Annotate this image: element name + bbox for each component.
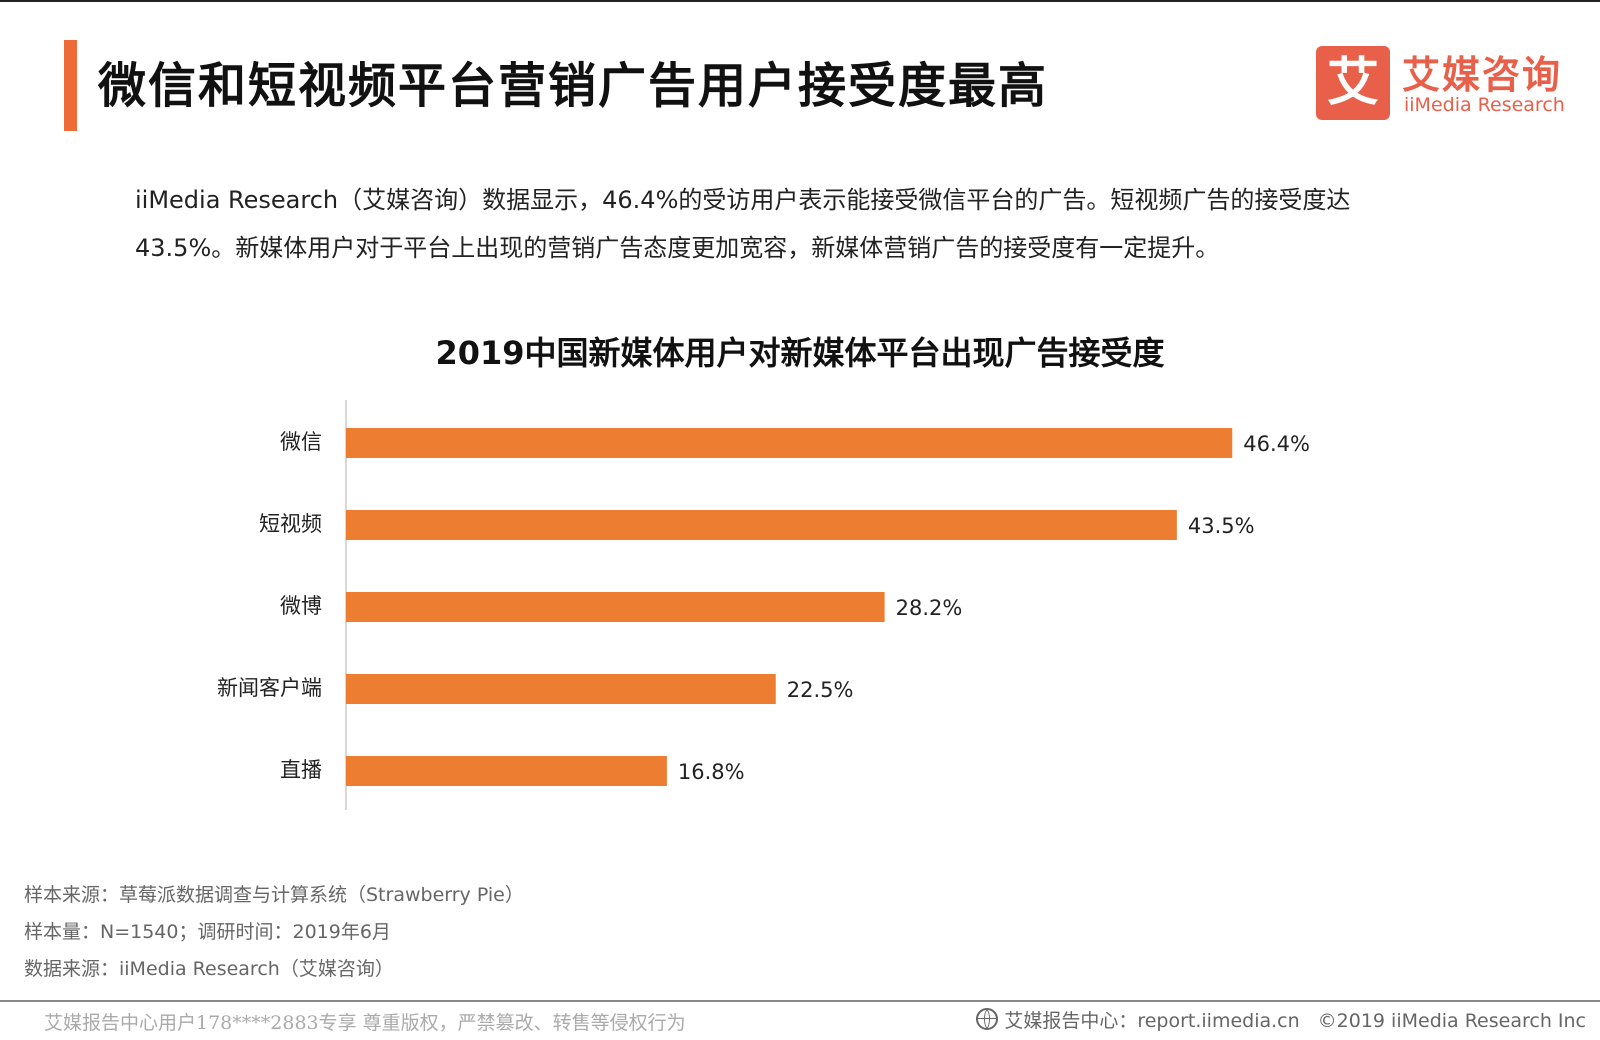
category-label: 微博 [280, 594, 322, 618]
value-label: 46.4% [1243, 432, 1310, 456]
bar-2 [346, 510, 1177, 540]
bar-4 [346, 674, 776, 704]
bar-5 [346, 756, 667, 786]
footer-site-link[interactable]: 艾媒报告中心：report.iimedia.cn [1004, 1010, 1300, 1032]
category-label: 直播 [280, 758, 322, 782]
top-rule [0, 0, 1600, 2]
logo-cn-text: 艾媒咨询 [1402, 53, 1563, 97]
sample-source: 样本来源：草莓派数据调查与计算系统（Strawberry Pie） [24, 884, 524, 906]
value-label: 22.5% [787, 678, 854, 702]
title-accent-bar [64, 40, 77, 131]
footer-watermark: 艾媒报告中心用户178****2883专享 尊重版权，严禁篡改、转售等侵权行为 [44, 1012, 686, 1034]
value-label: 16.8% [678, 760, 745, 784]
iimedia-logo: 艾 艾媒咨询 iiMedia Research [1316, 44, 1586, 122]
logo-mark-icon: 艾 [1316, 46, 1390, 120]
sample-size: 样本量：N=1540；调研时间：2019年6月 [24, 921, 391, 943]
footer-copyright: ©2019 iiMedia Research Inc [1317, 1010, 1586, 1032]
bar-3 [346, 592, 885, 622]
value-label: 28.2% [896, 596, 963, 620]
logo-en-text: iiMedia Research [1404, 94, 1565, 116]
source-notes: 样本来源：草莓派数据调查与计算系统（Strawberry Pie） 样本量：N=… [24, 877, 524, 988]
intro-line-2: 43.5%。新媒体用户对于平台上出现的营销广告态度更加宽容，新媒体营销广告的接受… [135, 234, 1220, 262]
globe-icon [976, 1008, 999, 1030]
value-label: 43.5% [1188, 514, 1255, 538]
footer-right: 艾媒报告中心：report.iimedia.cn ©2019 iiMedia Re… [976, 1006, 1586, 1033]
bar-chart: 微信 46.4% 短视频 43.5% 微博 28.2% 新闻客户端 22.5% 直播 16.8% [217, 400, 1310, 810]
intro-paragraph: iiMedia Research（艾媒咨询）数据显示，46.4%的受访用户表示能… [135, 176, 1475, 272]
category-label: 微信 [280, 430, 322, 454]
intro-line-1: iiMedia Research（艾媒咨询）数据显示，46.4%的受访用户表示能… [135, 186, 1351, 214]
category-label: 短视频 [259, 512, 322, 536]
category-label: 新闻客户端 [217, 676, 322, 700]
chart-title: 2019中国新媒体用户对新媒体平台出现广告接受度 [435, 334, 1165, 372]
footer-rule [0, 1000, 1600, 1002]
bar-1 [346, 428, 1233, 458]
page-title: 微信和短视频平台营销广告用户接受度最高 [98, 58, 1049, 114]
data-source: 数据来源：iiMedia Research（艾媒咨询） [24, 958, 394, 980]
